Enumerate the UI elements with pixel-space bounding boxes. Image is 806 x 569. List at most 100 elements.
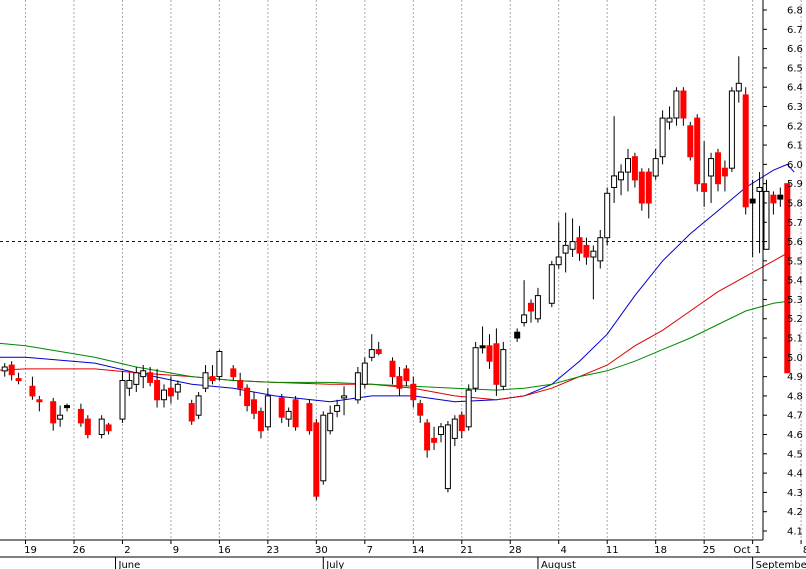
candle-body	[611, 175, 618, 188]
candle-body	[770, 194, 777, 204]
y-tick-label: 5.4	[787, 276, 803, 287]
candle	[659, 110, 666, 165]
y-tick-label: 5.3	[787, 295, 803, 306]
candle-body	[444, 424, 451, 490]
candle-body	[15, 378, 22, 382]
candle	[590, 245, 597, 300]
candle	[98, 415, 105, 439]
candle-body	[216, 351, 223, 378]
candle	[15, 372, 22, 385]
candle	[514, 328, 521, 342]
y-tick-label: 4.1	[787, 527, 803, 538]
x-tick-label: 26	[73, 545, 86, 556]
candle	[361, 357, 368, 389]
candle	[50, 397, 57, 431]
candle	[140, 365, 147, 389]
candle	[8, 361, 15, 381]
candle	[320, 411, 327, 485]
x-axis-ticks: 1926291623307142128411182518152229Oct	[24, 540, 806, 556]
candle-body	[749, 198, 756, 204]
candle-body	[631, 156, 638, 181]
candle-body	[251, 399, 257, 414]
moving-average-line-1	[0, 163, 795, 403]
candle	[784, 183, 791, 374]
candle	[147, 366, 154, 387]
candle-body	[659, 117, 666, 158]
candle-body	[784, 183, 791, 374]
candle	[389, 357, 396, 385]
candle-body	[673, 90, 680, 119]
month-label: September	[756, 560, 806, 569]
candle	[735, 56, 742, 103]
candle-body	[264, 395, 271, 428]
candle	[77, 403, 84, 427]
y-tick-label: 5.0	[787, 353, 803, 364]
x-tick-label: 14	[412, 545, 425, 556]
y-tick-label: 5.9	[787, 179, 803, 190]
candle	[410, 376, 417, 408]
candle	[188, 399, 195, 425]
candle-body	[375, 349, 382, 355]
candle	[264, 388, 271, 431]
candle	[521, 280, 528, 327]
y-tick-label: 4.6	[787, 430, 803, 441]
x-tick-label: Oct	[733, 545, 750, 556]
candle-body	[341, 395, 348, 399]
candle-body	[645, 171, 652, 204]
x-tick-label: 28	[509, 545, 522, 556]
candle-body	[84, 418, 91, 436]
month-labels: June July August September	[115, 557, 806, 569]
candle-body	[1, 366, 8, 372]
candle	[431, 426, 438, 450]
candle	[763, 179, 770, 250]
candle	[119, 370, 126, 423]
candle-body	[244, 387, 251, 407]
candle	[237, 372, 244, 396]
candle	[354, 366, 361, 404]
candle	[728, 87, 735, 173]
candle-body	[29, 385, 36, 397]
candle	[216, 349, 223, 381]
x-tick-label: 1	[754, 545, 760, 556]
candle-body	[625, 158, 631, 173]
candle	[403, 365, 410, 387]
y-tick-label: 5.2	[787, 314, 803, 325]
moving-average-line-2	[0, 252, 788, 401]
candle-body	[465, 389, 472, 428]
candle-body	[389, 360, 396, 378]
candle	[29, 376, 36, 400]
candle-body	[486, 345, 493, 362]
candle-body	[396, 376, 403, 389]
candle-body	[334, 405, 341, 412]
x-tick-label: 30	[315, 545, 328, 556]
y-tick-label: 4.2	[787, 507, 803, 518]
y-tick-label: 6.1	[787, 141, 803, 152]
candle	[451, 415, 458, 447]
candle-body	[126, 380, 133, 389]
candle-body	[708, 158, 715, 177]
candle	[161, 384, 167, 408]
candle-body	[479, 345, 486, 349]
candle	[174, 380, 181, 400]
candle	[715, 148, 721, 192]
candle	[133, 366, 140, 393]
y-tick-label: 4.9	[787, 372, 803, 383]
y-tick-label: 5.6	[787, 237, 803, 248]
candle-body	[119, 380, 126, 420]
y-tick-label: 5.5	[787, 256, 803, 267]
candle	[611, 116, 618, 203]
candle	[701, 141, 708, 207]
y-tick-label: 4.8	[787, 391, 803, 402]
candle-body	[562, 244, 569, 254]
candle-body	[638, 171, 645, 204]
candle	[472, 341, 479, 393]
month-label: June	[118, 560, 141, 569]
candle-body	[57, 414, 64, 420]
candle	[230, 365, 237, 381]
candle-body	[555, 256, 562, 266]
x-tick-label: 2	[124, 545, 130, 556]
candle-body	[209, 376, 216, 382]
candle	[64, 403, 70, 412]
vertical-grid	[25, 0, 802, 540]
candle	[292, 395, 299, 431]
